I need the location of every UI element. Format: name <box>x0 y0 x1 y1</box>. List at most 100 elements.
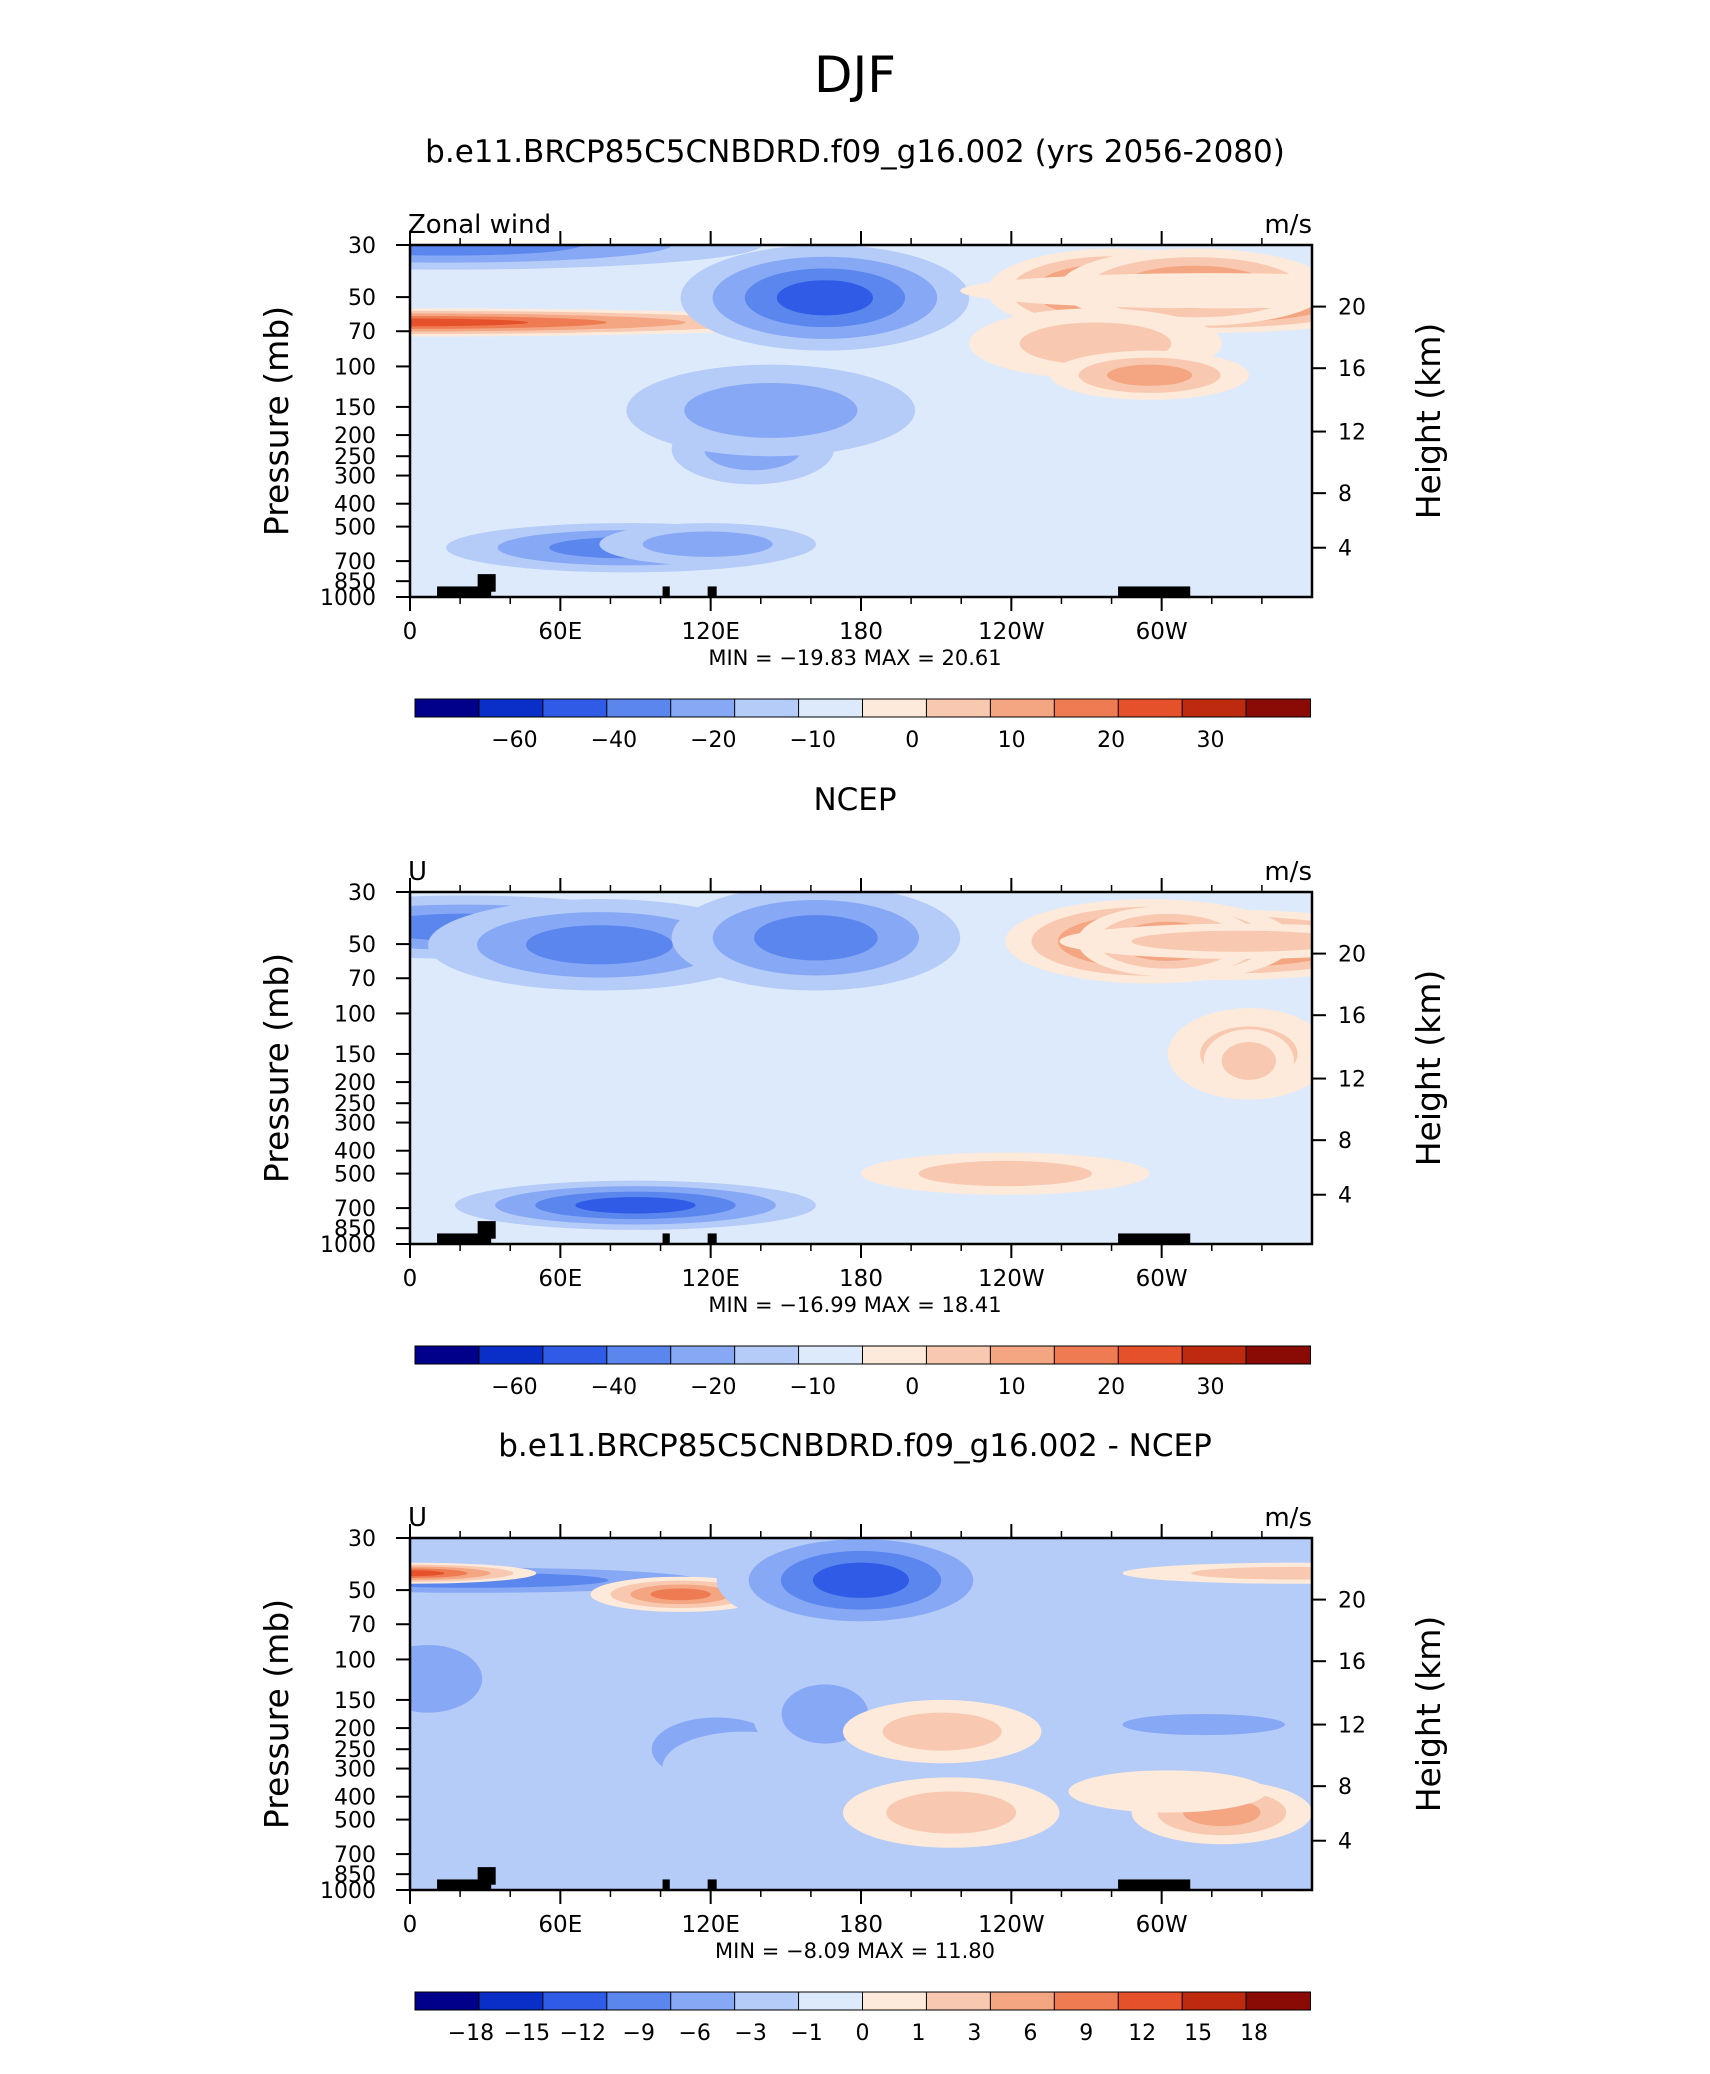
colorbar-bin <box>542 1345 608 1365</box>
colorbar-bin <box>1117 698 1184 718</box>
colorbar-label: 30 <box>1197 1375 1225 1400</box>
colorbar-bin <box>670 698 736 718</box>
y-tick-label: 250 <box>334 445 376 470</box>
y-tick-label: 150 <box>334 1043 376 1068</box>
min-max-stats: MIN = −16.99 MAX = 18.41 <box>708 1293 1001 1317</box>
colorbar-label: 10 <box>998 1375 1026 1400</box>
colorbar-bin <box>734 698 800 718</box>
y-tick-label: 300 <box>334 1112 376 1137</box>
contour-band <box>642 531 773 557</box>
page-title: DJF <box>814 46 896 104</box>
contour-band <box>882 1712 1002 1751</box>
x-tick-label: 0 <box>403 1912 418 1938</box>
y2-tick-label: 16 <box>1338 1004 1366 1029</box>
y-tick-label: 70 <box>348 320 376 345</box>
y-tick-label: 500 <box>334 516 376 541</box>
x-tick-label: 120E <box>681 1266 739 1292</box>
colorbar-bin <box>606 1991 672 2011</box>
colorbar-bin <box>862 1345 928 1365</box>
y-tick-label: 70 <box>348 967 376 992</box>
contour-band <box>1131 930 1312 952</box>
y2-tick-label: 12 <box>1338 421 1366 446</box>
units-label: m/s <box>1264 857 1312 887</box>
x-tick-label: 180 <box>839 619 883 645</box>
filled-contours <box>410 892 1312 1244</box>
x-tick-label: 60E <box>538 1266 582 1292</box>
colorbar-bin <box>925 1991 992 2011</box>
colorbar-bin <box>925 698 992 718</box>
land-mask <box>1118 1879 1191 1890</box>
contour-band <box>410 318 529 327</box>
colorbar-bin <box>862 1991 928 2011</box>
x-tick-label: 60W <box>1136 1266 1188 1292</box>
y-tick-label: 50 <box>348 933 376 958</box>
contour-band <box>410 245 582 256</box>
colorbar-label: 10 <box>998 728 1026 753</box>
y2-tick-label: 4 <box>1338 537 1352 562</box>
panel-3: b.e11.BRCP85C5CNBDRD.f09_g16.002 - NCEP U… <box>257 1428 1448 2046</box>
colorbar-label: −40 <box>591 1375 637 1400</box>
colorbar-label: −6 <box>678 2021 710 2046</box>
colorbar-bin <box>1181 1345 1248 1365</box>
contour-band <box>1068 1770 1267 1813</box>
y-tick-label: 300 <box>334 1758 376 1783</box>
y2-tick-label: 8 <box>1338 1775 1352 1800</box>
y2-tick-label: 20 <box>1338 943 1366 968</box>
panel-title: b.e11.BRCP85C5CNBDRD.f09_g16.002 - NCEP <box>498 1428 1212 1464</box>
land-mask <box>437 1233 492 1244</box>
x-tick-label: 60E <box>538 1912 582 1938</box>
contour-band <box>410 1570 445 1577</box>
colorbar-bin <box>670 1991 736 2011</box>
x-tick-label: 60W <box>1136 619 1188 645</box>
colorbar-label: 15 <box>1184 2021 1212 2046</box>
x-tick-label: 120E <box>681 619 739 645</box>
panel-title: b.e11.BRCP85C5CNBDRD.f09_g16.002 (yrs 20… <box>425 134 1285 170</box>
y-axis-label: Pressure (mb) <box>257 1599 296 1829</box>
y2-tick-label: 20 <box>1338 1589 1366 1614</box>
colorbar-label: −18 <box>448 2021 494 2046</box>
y-axis-label: Pressure (mb) <box>257 953 296 1183</box>
colorbar: −18 −15 −12 −9 −6 −3 −1 0 1 3 6 9 12 15 18 <box>414 1991 1311 2046</box>
x-tick-label: 120E <box>681 1912 739 1938</box>
colorbar-bin <box>1053 698 1120 718</box>
variable-label: Zonal wind <box>408 210 551 240</box>
land-mask <box>437 586 492 597</box>
colorbar-bin <box>925 1345 992 1365</box>
land-mask <box>437 1879 492 1890</box>
colorbar-bin <box>1245 1345 1311 1365</box>
contour-band <box>650 1588 711 1601</box>
x-tick-label: 120W <box>978 619 1045 645</box>
y2-axis-label: Height (km) <box>1409 1616 1448 1813</box>
y-tick-label: 850 <box>334 570 376 595</box>
x-tick-label: 0 <box>403 619 418 645</box>
colorbar-bin <box>798 698 864 718</box>
variable-label: U <box>408 857 427 887</box>
colorbar-bin <box>1117 1345 1184 1365</box>
filled-contours <box>410 1538 1312 1890</box>
x-tick-label: 180 <box>839 1912 883 1938</box>
min-max-stats: MIN = −8.09 MAX = 11.80 <box>715 1939 995 1963</box>
y-tick-label: 250 <box>334 1738 376 1763</box>
y-tick-label: 250 <box>334 1092 376 1117</box>
y-tick-label: 300 <box>334 465 376 490</box>
colorbar-label: 18 <box>1240 2021 1268 2046</box>
colorbar-bin <box>414 1991 480 2011</box>
min-max-stats: MIN = −19.83 MAX = 20.61 <box>708 646 1001 670</box>
colorbar-bin <box>542 1991 608 2011</box>
colorbar-label: 0 <box>905 728 919 753</box>
y-tick-label: 150 <box>334 396 376 421</box>
contour-band <box>960 273 1312 309</box>
colorbar-label: −12 <box>560 2021 606 2046</box>
y-tick-label: 1000 <box>320 1233 376 1258</box>
colorbar-bin <box>1245 698 1311 718</box>
y2-tick-label: 4 <box>1338 1184 1352 1209</box>
colorbar-label: 3 <box>967 2021 981 2046</box>
colorbar-bin <box>478 1345 544 1365</box>
land-mask <box>477 1867 496 1885</box>
y-tick-label: 50 <box>348 1579 376 1604</box>
units-label: m/s <box>1264 1503 1312 1533</box>
y-tick-label: 1000 <box>320 586 376 611</box>
y2-tick-label: 4 <box>1338 1830 1352 1855</box>
y2-tick-label: 16 <box>1338 357 1366 382</box>
colorbar-bin <box>478 1991 544 2011</box>
